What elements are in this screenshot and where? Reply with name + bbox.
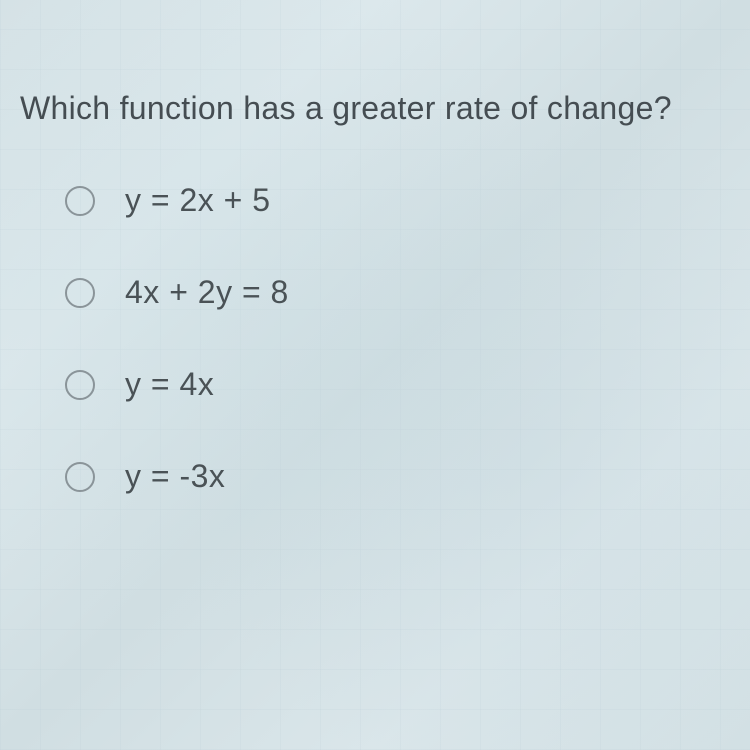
radio-icon[interactable]	[65, 462, 95, 492]
radio-icon[interactable]	[65, 370, 95, 400]
question-container: Which function has a greater rate of cha…	[20, 90, 730, 495]
radio-icon[interactable]	[65, 186, 95, 216]
question-prompt: Which function has a greater rate of cha…	[20, 90, 730, 127]
option-label: y = -3x	[125, 458, 225, 495]
option-row-4[interactable]: y = -3x	[65, 458, 730, 495]
option-label: y = 4x	[125, 366, 214, 403]
option-row-3[interactable]: y = 4x	[65, 366, 730, 403]
option-row-1[interactable]: y = 2x + 5	[65, 182, 730, 219]
option-row-2[interactable]: 4x + 2y = 8	[65, 274, 730, 311]
options-list: y = 2x + 5 4x + 2y = 8 y = 4x y = -3x	[20, 182, 730, 495]
option-label: y = 2x + 5	[125, 182, 271, 219]
radio-icon[interactable]	[65, 278, 95, 308]
option-label: 4x + 2y = 8	[125, 274, 289, 311]
